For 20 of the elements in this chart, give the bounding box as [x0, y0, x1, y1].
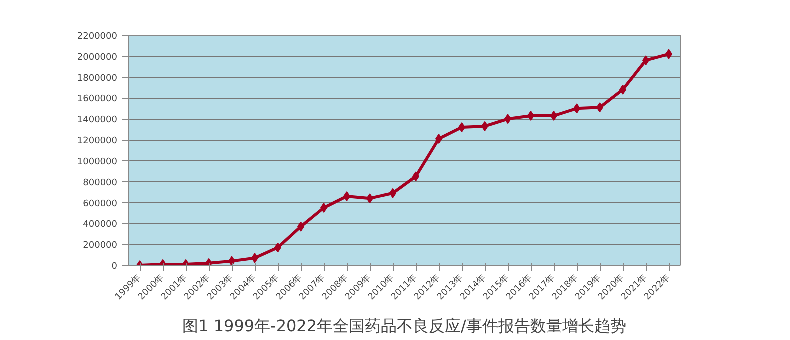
y-tick-label: 600000: [83, 199, 118, 210]
text: 图1 1999年-2022年全国药品不良反应/事件报告数量增长趋势: [182, 316, 626, 336]
y-tick-label: 1400000: [77, 116, 118, 126]
y-tick-label: 2000000: [77, 52, 118, 63]
y-tick-label: 0: [112, 262, 118, 272]
y-tick-label: 400000: [83, 220, 118, 230]
point: [228, 256, 236, 266]
y-tick-label: 1200000: [77, 136, 118, 147]
y-tick-label: 200000: [83, 241, 118, 252]
point: [344, 192, 350, 202]
y-tick-label: 1000000: [77, 157, 118, 168]
point: [550, 111, 558, 121]
point: [458, 122, 466, 132]
y-tick-label: 2200000: [77, 32, 118, 42]
y-tick-label: 800000: [83, 178, 118, 188]
point: [436, 134, 442, 144]
y-tick-label: 1600000: [77, 94, 118, 105]
point: [320, 203, 328, 213]
point: [528, 111, 534, 121]
y-tick-label: 1800000: [77, 74, 118, 84]
